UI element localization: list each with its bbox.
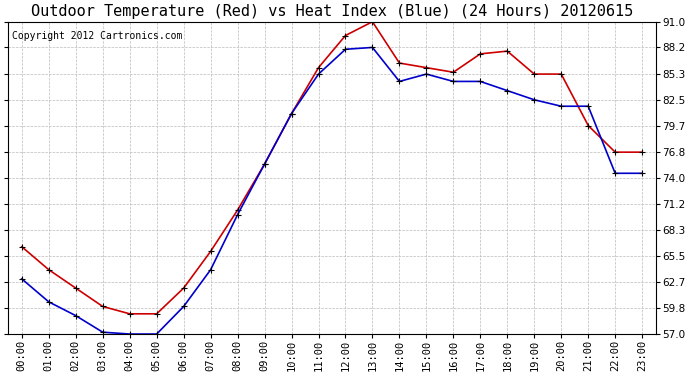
Title: Outdoor Temperature (Red) vs Heat Index (Blue) (24 Hours) 20120615: Outdoor Temperature (Red) vs Heat Index … bbox=[31, 4, 633, 19]
Text: Copyright 2012 Cartronics.com: Copyright 2012 Cartronics.com bbox=[12, 31, 182, 41]
